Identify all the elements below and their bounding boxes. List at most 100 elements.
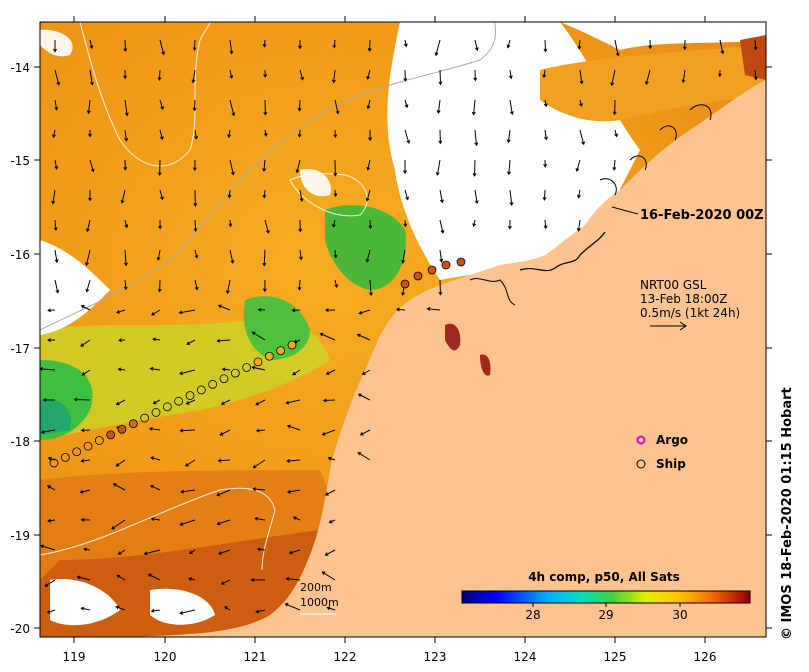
- current-arrow: [53, 39, 58, 53]
- current-arrow: [543, 219, 548, 230]
- ship-position: [117, 424, 127, 434]
- current-arrow: [194, 279, 199, 291]
- current-arrow: [356, 333, 371, 341]
- ship-position: [106, 430, 116, 440]
- y-tick-label: -17: [10, 342, 30, 356]
- current-arrow: [542, 189, 547, 201]
- current-arrow: [324, 489, 336, 496]
- current-arrow: [403, 159, 407, 174]
- current-arrow: [357, 393, 371, 401]
- current-arrow: [358, 309, 371, 315]
- current-arrow: [404, 129, 411, 144]
- current-arrow: [79, 489, 91, 494]
- current-arrow: [298, 219, 303, 233]
- current-arrow: [404, 189, 409, 201]
- current-arrow: [159, 129, 164, 141]
- current-arrow: [284, 602, 301, 611]
- current-arrow: [472, 159, 477, 177]
- current-arrow: [472, 219, 477, 228]
- current-arrow: [124, 129, 129, 142]
- x-tick-label: 119: [63, 650, 86, 664]
- current-arrow: [321, 571, 336, 581]
- current-arrow: [111, 519, 126, 530]
- current-arrow: [179, 519, 196, 526]
- sst-green-patch-b: [325, 205, 406, 290]
- current-arrow: [255, 428, 266, 433]
- scale-arrow-head: [679, 321, 687, 331]
- current-arrow: [115, 605, 126, 611]
- ship-track: [49, 257, 466, 468]
- current-arrow: [152, 399, 161, 405]
- isobath-1000m-label: 1000m: [300, 596, 339, 609]
- current-arrow: [194, 129, 199, 140]
- x-tick-label: 121: [244, 650, 267, 664]
- current-arrow: [753, 69, 758, 81]
- no-data-area-f: [40, 29, 73, 57]
- current-arrow: [112, 483, 126, 491]
- ship-position: [94, 436, 104, 445]
- current-arrow: [404, 99, 409, 109]
- current-arrow: [321, 429, 336, 436]
- current-arrow: [255, 609, 266, 614]
- current-arrow: [438, 129, 443, 145]
- no-data-area-c: [40, 240, 110, 335]
- ship-position: [151, 408, 161, 417]
- current-arrow: [157, 69, 162, 81]
- colorbar-scale: [461, 590, 751, 604]
- current-arrow: [47, 518, 56, 523]
- ship-position: [287, 340, 297, 350]
- current-arrow: [54, 249, 59, 264]
- current-arrow: [192, 159, 197, 172]
- current-arrow: [368, 219, 373, 230]
- current-arrow: [147, 573, 161, 581]
- current-arrow: [229, 99, 236, 117]
- current-arrow: [577, 39, 582, 50]
- current-arrow: [332, 39, 337, 49]
- current-arrow: [188, 549, 196, 554]
- current-arrow: [257, 307, 266, 312]
- current-arrow: [575, 159, 581, 173]
- current-arrow: [366, 99, 371, 110]
- current-arrow: [148, 426, 161, 431]
- current-vectors: [40, 39, 758, 615]
- x-tick-label: 123: [424, 650, 447, 664]
- current-arrow: [612, 99, 617, 116]
- current-arrow: [263, 99, 268, 116]
- current-arrow: [227, 129, 232, 139]
- current-arrow: [115, 399, 126, 406]
- current-arrow: [438, 69, 443, 86]
- ship-position: [242, 363, 252, 372]
- current-arrow: [228, 219, 233, 228]
- current-arrow: [368, 279, 373, 297]
- colorbar-tick-label: 29: [598, 608, 613, 622]
- ship-position: [83, 441, 93, 451]
- current-note: NRT00 GSL 13-Feb 18:00Z 0.5m/s (1kt 24h): [640, 278, 740, 331]
- current-arrow: [297, 129, 302, 138]
- current-arrow: [331, 219, 336, 228]
- current-arrow: [439, 219, 445, 234]
- current-arrow: [80, 606, 91, 611]
- current-arrow: [365, 189, 371, 202]
- ship-position: [208, 379, 218, 389]
- current-arrow: [326, 606, 336, 611]
- current-arrow: [252, 459, 266, 469]
- ship-position: [264, 351, 274, 361]
- current-arrow: [149, 484, 161, 491]
- ship-position: [128, 419, 138, 429]
- ship-position: [427, 265, 437, 275]
- current-arrow: [262, 279, 267, 293]
- current-arrow: [47, 456, 56, 461]
- current-arrow: [333, 249, 338, 259]
- current-arrow: [334, 279, 339, 289]
- current-arrow: [217, 458, 231, 463]
- current-arrow: [73, 397, 91, 402]
- current-arrow: [156, 249, 161, 261]
- current-arrow: [614, 39, 620, 57]
- current-arrow: [179, 369, 196, 376]
- current-arrow: [361, 369, 371, 375]
- current-arrow: [543, 159, 548, 168]
- current-arrow: [80, 305, 91, 311]
- current-arrow: [438, 279, 443, 296]
- current-arrow: [614, 129, 618, 138]
- sst-inlet: [480, 354, 491, 376]
